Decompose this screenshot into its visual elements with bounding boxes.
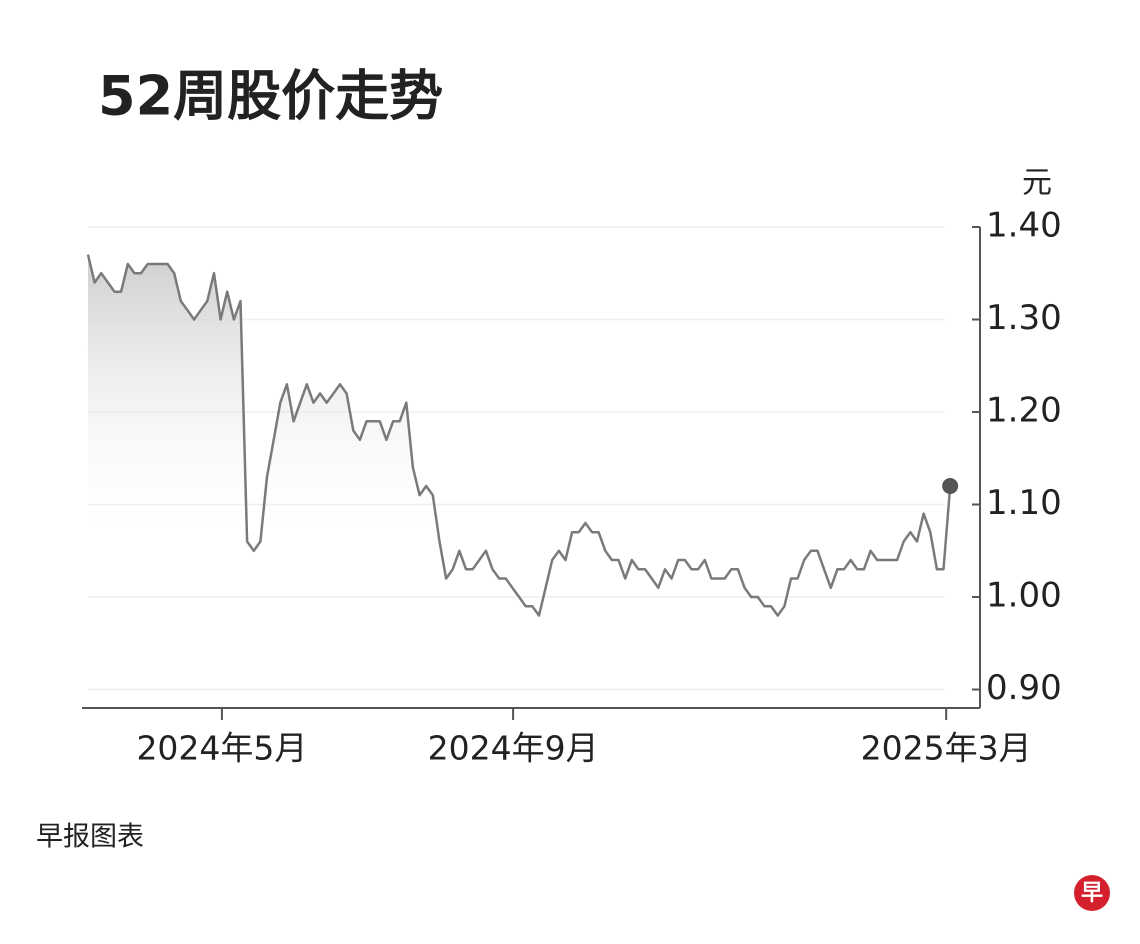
y-tick-label: 1.30 (986, 298, 1062, 338)
y-tick-label: 1.20 (986, 391, 1062, 431)
y-tick-label: 0.90 (986, 668, 1062, 708)
x-tick-label: 2024年9月 (428, 729, 599, 768)
logo: 早 (1081, 881, 1103, 906)
logo-badge (1074, 875, 1110, 911)
x-tick-label: 2025年3月 (861, 729, 1032, 768)
line (86, 254, 952, 617)
source: 早报图表 (36, 822, 144, 853)
y-tick-label: 1.00 (986, 576, 1062, 616)
chart-title: 52周股价走势 (98, 65, 443, 128)
x-tick-label: 2024年5月 (136, 729, 307, 768)
plot: 1.40 1.30 1.20 1.10 1.00 0.90 2024年5月 2024年9月 20… (82, 206, 1062, 768)
y-tick-label: 1.40 (986, 206, 1062, 246)
end-point (942, 478, 959, 494)
area (87, 254, 951, 708)
y-unit: 元 (1022, 166, 1052, 201)
y-tick-label: 1.10 (986, 483, 1062, 523)
